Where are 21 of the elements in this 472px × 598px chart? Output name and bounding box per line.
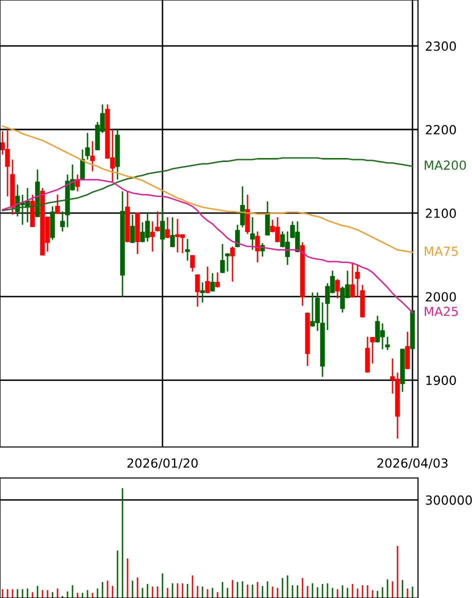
candlestick bbox=[155, 210, 160, 232]
y-tick-label: 1900 bbox=[426, 376, 456, 386]
candlestick bbox=[150, 220, 155, 252]
y-tick-label: 2300 bbox=[426, 41, 456, 51]
line-series bbox=[2, 157, 414, 212]
candlestick bbox=[165, 216, 170, 239]
line-series bbox=[2, 125, 414, 254]
candlestick bbox=[90, 140, 95, 172]
candlestick bbox=[335, 278, 340, 299]
x-tick-label: 2026/04/03 bbox=[377, 458, 448, 469]
x-tick-label: 2026/01/20 bbox=[127, 458, 198, 469]
y-tick-label: 300000 bbox=[426, 495, 472, 505]
candlestick bbox=[370, 336, 375, 364]
y-tick-label: 2000 bbox=[426, 292, 456, 302]
candlestick bbox=[385, 336, 390, 351]
series-label: MA200 bbox=[424, 160, 466, 170]
y-tick-label: 2200 bbox=[426, 124, 456, 134]
y-tick-label: 2100 bbox=[426, 208, 456, 218]
series-label: MA25 bbox=[424, 306, 458, 316]
candlestick bbox=[200, 282, 205, 304]
series-label: MA75 bbox=[424, 246, 458, 256]
